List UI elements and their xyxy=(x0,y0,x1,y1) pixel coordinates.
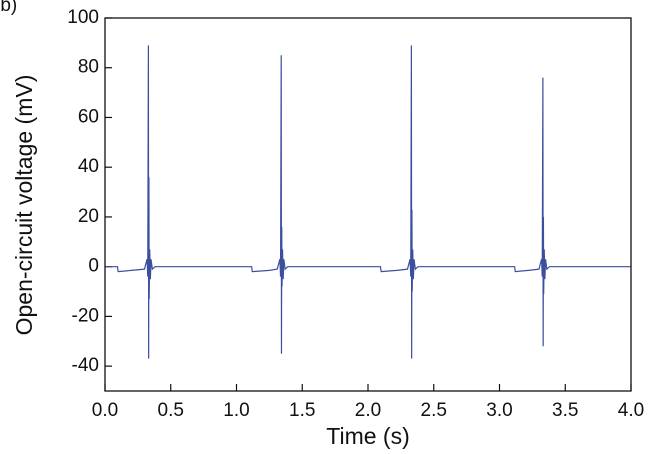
x-tick-label: 4.0 xyxy=(618,400,644,421)
x-tick-label: 2.0 xyxy=(355,400,381,421)
panel-label: (b) xyxy=(0,0,17,16)
x-tick-label: 0.0 xyxy=(92,400,118,421)
x-tick-label: 0.5 xyxy=(158,400,184,421)
y-axis-title: Open-circuit voltage (mV) xyxy=(11,75,37,336)
y-tick-label: -20 xyxy=(72,305,99,326)
y-tick-label: -40 xyxy=(72,355,99,376)
x-tick-label: 3.0 xyxy=(486,400,512,421)
plot-frame xyxy=(104,17,632,392)
x-tick-label: 2.5 xyxy=(421,400,447,421)
voltage-line xyxy=(105,45,631,359)
x-tick-label: 3.5 xyxy=(552,400,578,421)
y-tick-label: 40 xyxy=(78,156,99,177)
x-tick-label: 1.5 xyxy=(289,400,315,421)
y-tick-label: 20 xyxy=(78,206,99,227)
x-tick-label: 1.0 xyxy=(223,400,249,421)
y-tick-label: 100 xyxy=(67,7,99,28)
y-tick-label: 80 xyxy=(78,57,99,78)
y-tick-label: 0 xyxy=(88,256,99,277)
y-tick-label: 60 xyxy=(78,106,99,127)
x-axis-title: Time (s) xyxy=(326,423,409,449)
